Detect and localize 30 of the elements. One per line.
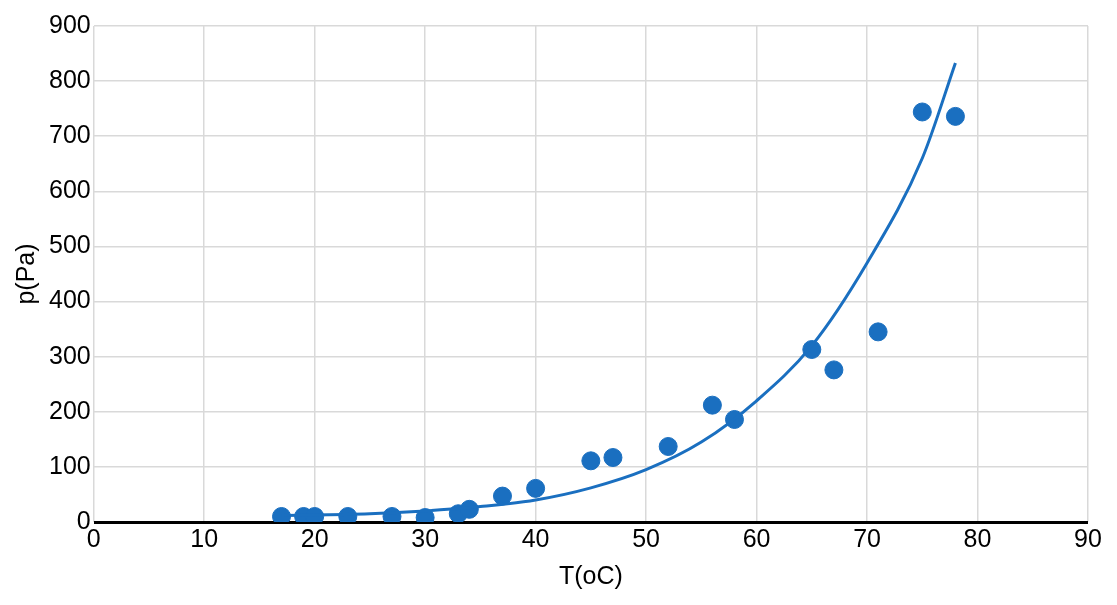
- y-tick-label: 900: [48, 9, 91, 38]
- y-tick-label: 400: [48, 285, 91, 314]
- point: [581, 451, 601, 471]
- x-tick-label: 10: [190, 523, 219, 552]
- y-tick-label: 100: [48, 450, 91, 479]
- x-tick-label: 80: [963, 523, 992, 552]
- x-tick-label: 90: [1074, 523, 1102, 552]
- y-tick-label: 600: [48, 175, 91, 204]
- x-tick-label: 30: [411, 523, 440, 552]
- point: [658, 437, 678, 456]
- point: [824, 360, 844, 380]
- y-tick-label: 500: [48, 230, 91, 259]
- y-tick-label: 200: [48, 395, 91, 424]
- x-tick-label: 50: [632, 523, 660, 552]
- y-tick-label: 700: [48, 120, 91, 149]
- point: [912, 102, 932, 122]
- y-tick-label: 300: [48, 340, 91, 369]
- point: [945, 106, 965, 126]
- point: [526, 478, 546, 498]
- x-tick-label: 20: [300, 523, 329, 552]
- point: [868, 322, 888, 342]
- point: [492, 486, 512, 506]
- point: [702, 395, 722, 415]
- y-axis-title: p(Pa): [10, 243, 39, 305]
- x-tick-label: 60: [742, 523, 771, 552]
- point: [603, 448, 623, 468]
- x-tick-label: 40: [521, 523, 550, 552]
- x-tick-label: 70: [853, 523, 881, 552]
- x-axis-title: T(oC): [558, 560, 623, 589]
- y-tick-label: 800: [48, 65, 91, 93]
